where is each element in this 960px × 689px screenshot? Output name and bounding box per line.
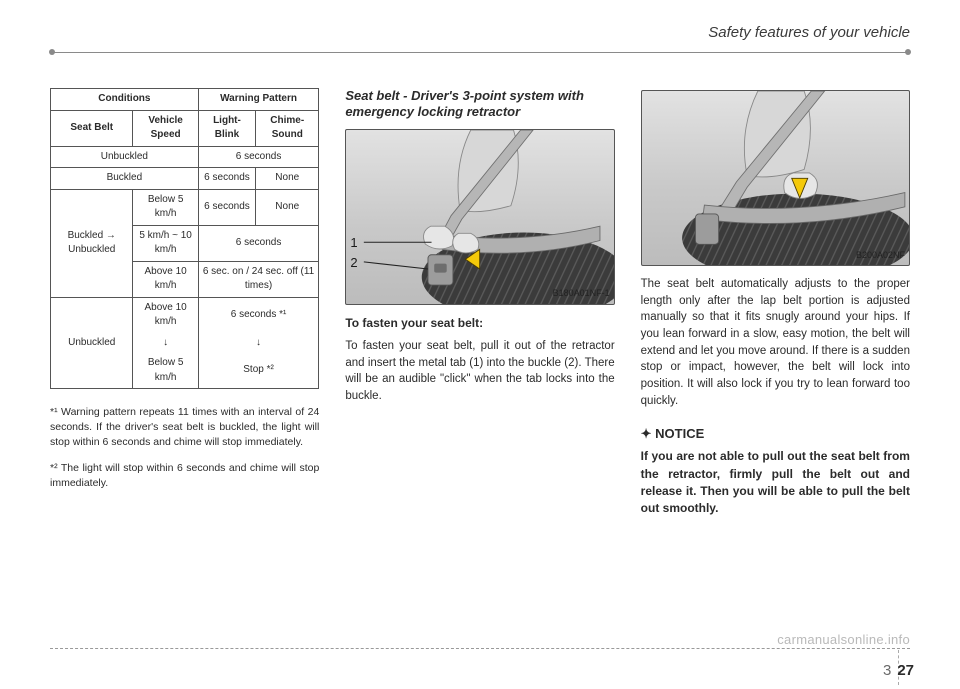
td-unb-v-a: 6 seconds *¹ bbox=[198, 297, 319, 333]
th-light: Light-Blink bbox=[198, 110, 255, 146]
adjust-body: The seat belt automatically adjusts to t… bbox=[641, 276, 910, 409]
callout-1: 1 bbox=[350, 234, 357, 253]
fasten-belt-illustration: 1 2 B180A01NF-1 bbox=[345, 129, 614, 305]
watermark: carmanualsonline.info bbox=[777, 632, 910, 647]
image-code-2: B200A02NF bbox=[856, 249, 905, 262]
td-bu-sp2-val: 6 seconds bbox=[198, 225, 319, 261]
td-bu-sp1-chime: None bbox=[256, 189, 319, 225]
callout-2: 2 bbox=[350, 254, 357, 273]
th-seatbelt: Seat Belt bbox=[51, 110, 133, 146]
td-unb-sp-b: Below 5 km/h bbox=[133, 353, 198, 389]
td-bu-sp1-light: 6 seconds bbox=[198, 189, 255, 225]
th-warning: Warning Pattern bbox=[198, 89, 319, 111]
column-2: Seat belt - Driver's 3-point system with… bbox=[345, 88, 614, 518]
section-number: 3 bbox=[883, 662, 891, 679]
warning-pattern-table: Conditions Warning Pattern Seat Belt Veh… bbox=[50, 88, 319, 389]
notice-heading: ✦ NOTICE bbox=[641, 425, 910, 444]
fasten-body: To fasten your seat belt, pull it out of… bbox=[345, 338, 614, 405]
page-number: 3 27 bbox=[883, 662, 914, 679]
image-code-1: B180A01NF-1 bbox=[553, 287, 610, 300]
column-3: B200A02NF The seat belt automatically ad… bbox=[641, 88, 910, 518]
header-rule bbox=[50, 52, 910, 53]
td-unbuckled-val: 6 seconds bbox=[198, 146, 319, 168]
fasten-belt-svg bbox=[346, 130, 613, 305]
column-1: Conditions Warning Pattern Seat Belt Veh… bbox=[50, 88, 319, 518]
adjust-belt-svg bbox=[642, 91, 909, 266]
footer-rule bbox=[50, 648, 910, 649]
footnote-2: *² The light will stop within 6 seconds … bbox=[50, 461, 319, 491]
th-chime: Chime-Sound bbox=[256, 110, 319, 146]
th-speed: Vehicle Speed bbox=[133, 110, 198, 146]
header-title: Safety features of your vehicle bbox=[708, 24, 910, 41]
th-conditions: Conditions bbox=[51, 89, 199, 111]
td-bu-sp3: Above 10 km/h bbox=[133, 261, 198, 297]
td-buckled: Buckled bbox=[51, 168, 199, 190]
footnote-1: *¹ Warning pattern repeats 11 times with… bbox=[50, 405, 319, 451]
td-bu-sp1: Below 5 km/h bbox=[133, 189, 198, 225]
td-bu-sp2: 5 km/h ~ 10 km/h bbox=[133, 225, 198, 261]
notice-body: If you are not able to pull out the seat… bbox=[641, 448, 910, 518]
td-bu-sp3-val: 6 sec. on / 24 sec. off (11 times) bbox=[198, 261, 319, 297]
adjust-belt-illustration: B200A02NF bbox=[641, 90, 910, 266]
section-title: Seat belt - Driver's 3-point system with… bbox=[345, 88, 614, 121]
td-unb-sp-a: Above 10 km/h bbox=[133, 297, 198, 333]
td-buckled-light: 6 seconds bbox=[198, 168, 255, 190]
td-bu-label: Buckled → Unbuckled bbox=[51, 189, 133, 297]
td-unb-label: Unbuckled bbox=[51, 297, 133, 389]
page-no: 27 bbox=[897, 662, 914, 679]
td-unb-v-arrow: ↓ bbox=[198, 333, 319, 354]
td-unb-sp-arrow: ↓ bbox=[133, 333, 198, 354]
td-buckled-chime: None bbox=[256, 168, 319, 190]
td-unb-v-b: Stop *² bbox=[198, 353, 319, 389]
fasten-heading: To fasten your seat belt: bbox=[345, 315, 614, 332]
td-unbuckled: Unbuckled bbox=[51, 146, 199, 168]
